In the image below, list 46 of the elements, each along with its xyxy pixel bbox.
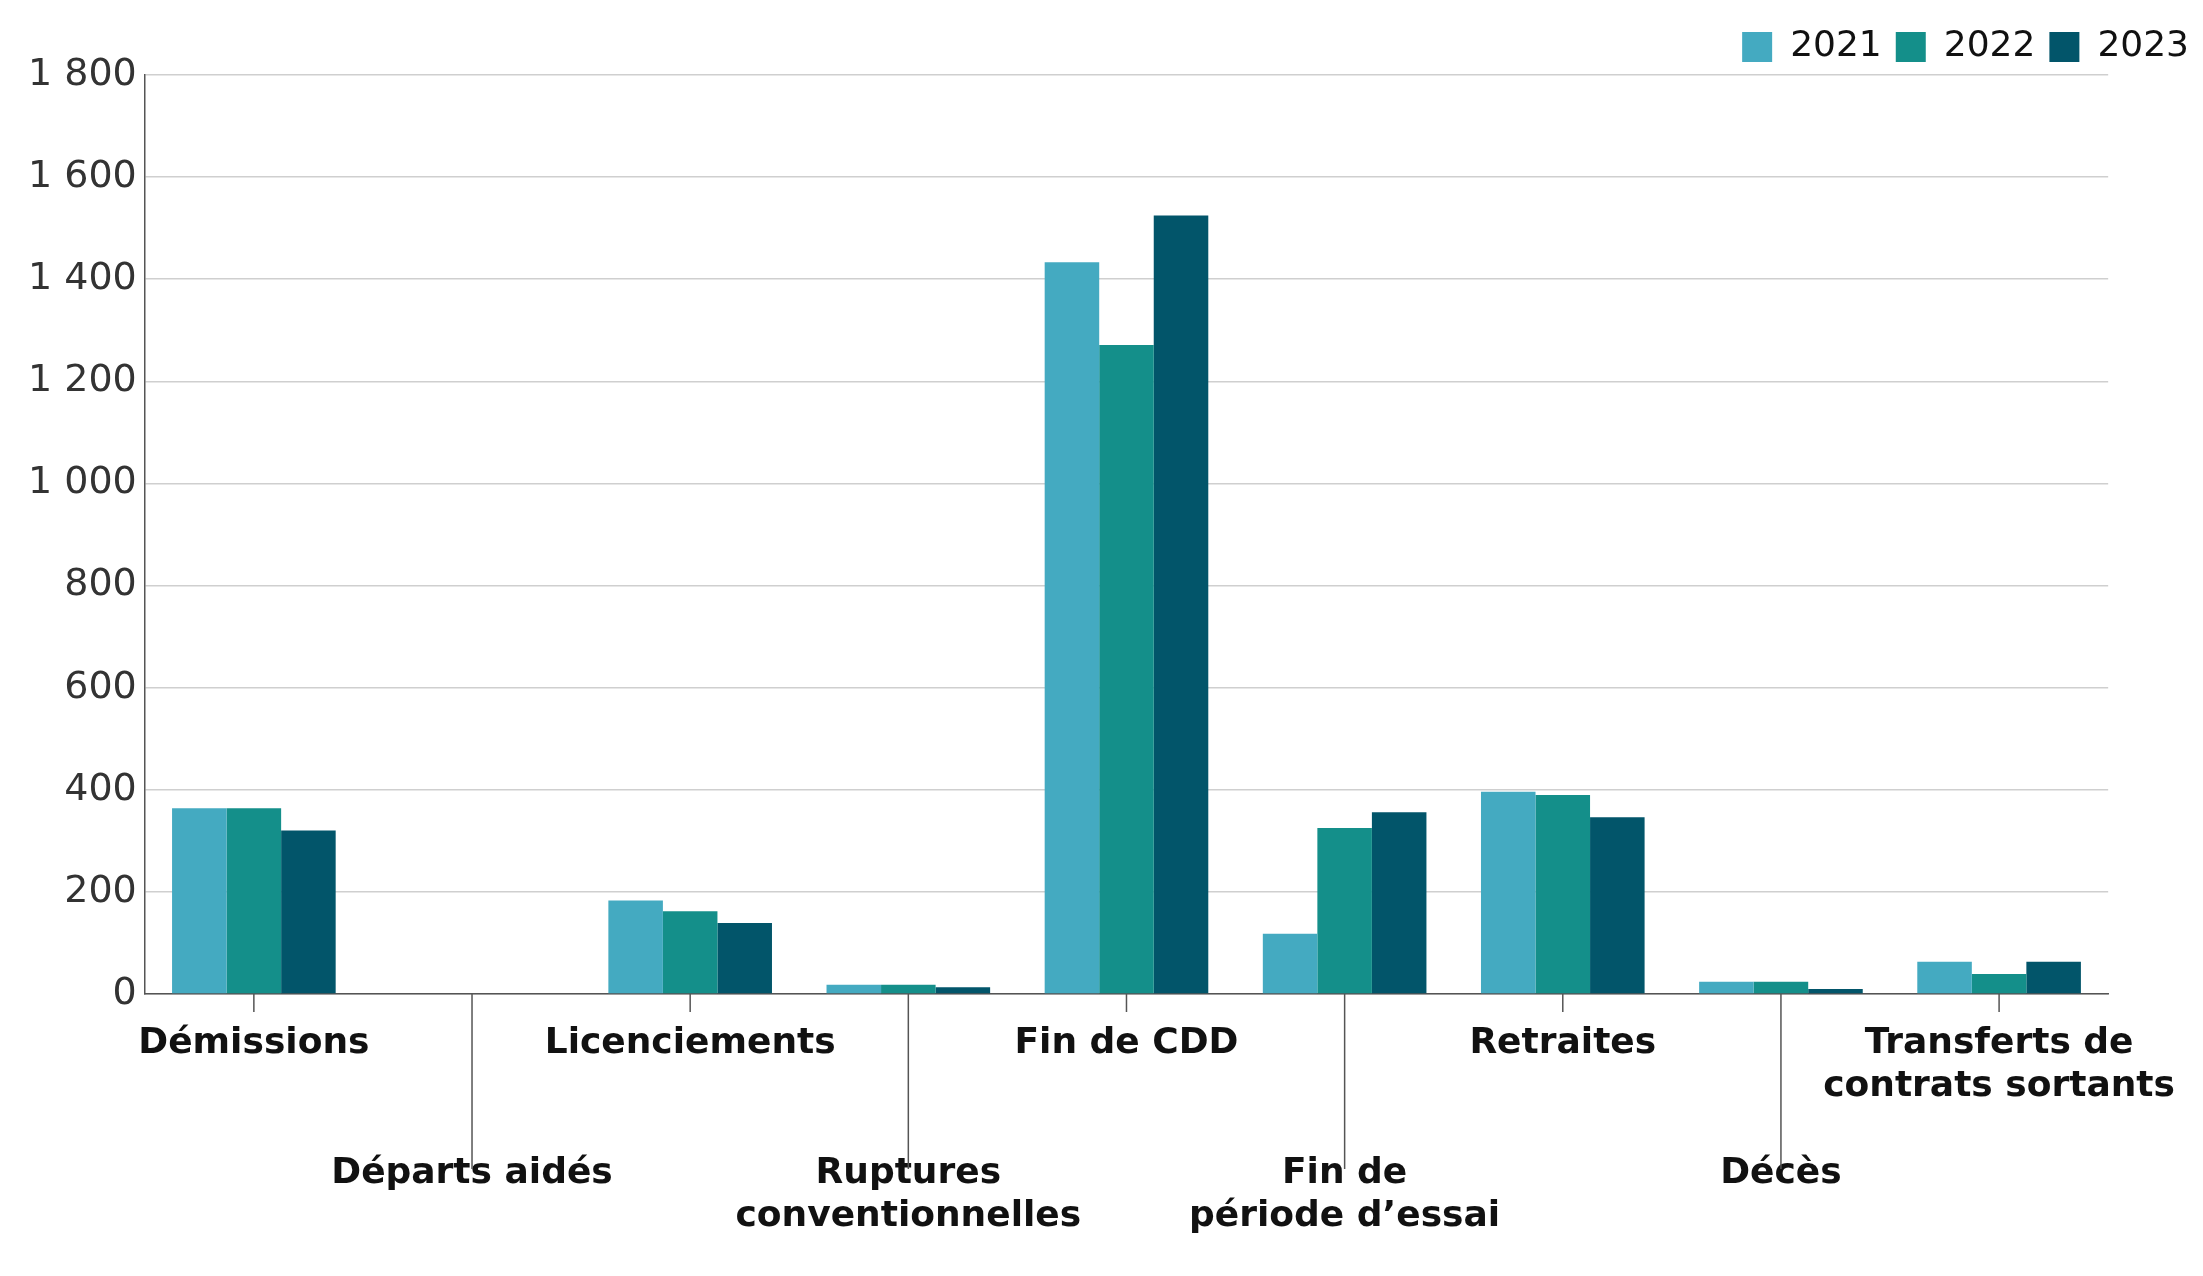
y-tick-label: 400 <box>64 764 137 809</box>
bar <box>1753 981 1809 994</box>
y-tick-label: 1 200 <box>27 356 137 401</box>
bar <box>1371 812 1427 994</box>
x-tick-label: Ruptures conventionnelles <box>735 1149 1082 1234</box>
x-tick-label: Retraites <box>1469 1019 1657 1061</box>
y-tick-label: 0 <box>112 968 137 1013</box>
bar <box>172 808 227 994</box>
legend-label: 2023 <box>2097 23 2190 65</box>
y-tick-label: 200 <box>64 866 137 911</box>
y-tick-label: 1 800 <box>27 49 137 94</box>
bar <box>881 984 936 994</box>
bar <box>226 808 282 994</box>
y-tick-label: 1 600 <box>27 151 137 196</box>
x-tick-label: Transferts de contrats sortants <box>1823 1019 2175 1105</box>
bar <box>1317 828 1372 994</box>
y-tick-label: 600 <box>64 662 137 707</box>
x-tick-label: Démissions <box>138 1019 370 1061</box>
bar <box>1699 981 1754 994</box>
bar <box>2026 961 2081 994</box>
bar <box>1590 817 1645 994</box>
bar <box>1535 794 1591 994</box>
bar <box>717 923 772 994</box>
x-tick-label: Licenciements <box>544 1019 836 1061</box>
bar <box>1262 933 1318 994</box>
bar <box>1917 961 1972 994</box>
y-tick-label: 1 000 <box>27 458 137 503</box>
bar <box>1153 215 1209 994</box>
bar <box>1808 988 1863 994</box>
x-tick-label: Décès <box>1720 1149 1842 1191</box>
bar <box>826 984 882 994</box>
y-tick-label: 800 <box>64 560 137 605</box>
legend-label: 2022 <box>1943 23 2036 65</box>
bar <box>1971 974 2027 994</box>
bar <box>1480 791 1536 994</box>
bar <box>281 830 336 994</box>
x-tick-label: Fin de CDD <box>1014 1019 1239 1061</box>
bar <box>1099 345 1154 994</box>
bar <box>935 987 991 994</box>
x-tick-label: Départs aidés <box>331 1149 613 1191</box>
bar <box>662 911 718 994</box>
bar <box>608 900 663 994</box>
x-tick-label: Fin de période d’essai <box>1189 1149 1501 1234</box>
legend-label: 2021 <box>1790 23 1882 65</box>
y-tick-label: 1 400 <box>27 254 137 299</box>
bar <box>1044 262 1100 994</box>
